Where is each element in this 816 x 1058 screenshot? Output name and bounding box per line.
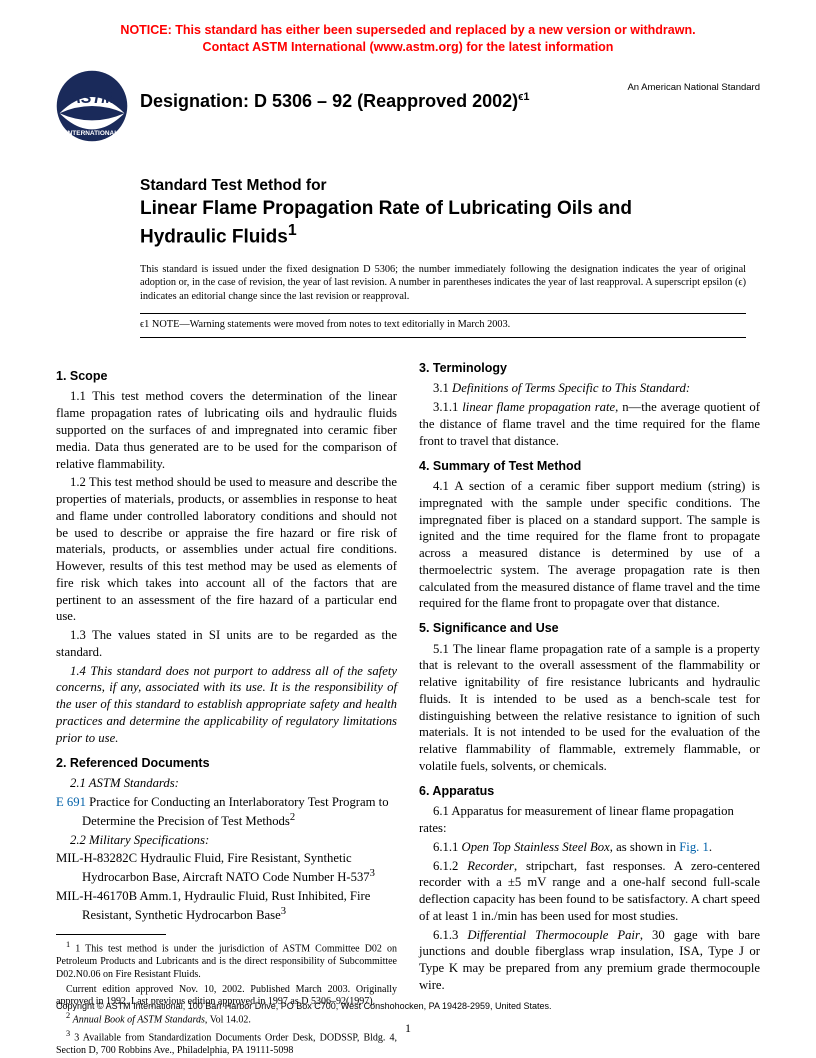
- sec-sig-title: 5. Significance and Use: [419, 620, 760, 637]
- header: ASTM INTERNATIONAL Designation: D 5306 –…: [0, 70, 816, 148]
- eps-note-text: Warning statements were moved from notes…: [190, 319, 511, 330]
- notice-line2: Contact ASTM International (www.astm.org…: [203, 40, 614, 54]
- title-main: Linear Flame Propagation Rate of Lubrica…: [140, 197, 700, 249]
- refs-astm-head: 2.1 ASTM Standards:: [56, 775, 397, 792]
- sec-refs-title: 2. Referenced Documents: [56, 755, 397, 772]
- scope-1-3: 1.3 The values stated in SI units are to…: [56, 627, 397, 661]
- ans-label: An American National Standard: [627, 82, 760, 94]
- eps-note-label: NOTE—: [149, 319, 189, 330]
- svg-text:INTERNATIONAL: INTERNATIONAL: [66, 130, 118, 137]
- sec-summary-title: 4. Summary of Test Method: [419, 458, 760, 475]
- refs-astm-head-text: 2.1 ASTM Standards:: [70, 776, 179, 790]
- scope-1-4: 1.4 This standard does not purport to ad…: [56, 663, 397, 747]
- copyright: Copyright © ASTM International, 100 Barr…: [56, 1001, 760, 1012]
- term-name: linear flame propagation rate: [462, 400, 615, 414]
- notice-line1: NOTICE: This standard has either been su…: [120, 23, 695, 37]
- app-611-end: .: [709, 840, 712, 854]
- fig1-link[interactable]: Fig. 1: [679, 840, 709, 854]
- svg-text:ASTM: ASTM: [69, 90, 116, 107]
- footnote-block: 1 1 This test method is under the jurisd…: [56, 934, 397, 1058]
- ref-mil1-text: MIL-H-83282C Hydraulic Fluid, Fire Resis…: [56, 851, 370, 884]
- issuance-caveat: This standard is issued under the fixed …: [140, 263, 746, 303]
- scope-1-1: 1.1 This test method covers the determin…: [56, 388, 397, 472]
- app-613-name: Differential Thermocouple Pair: [467, 928, 640, 942]
- refs-mil-head: 2.2 Military Specifications:: [56, 832, 397, 849]
- ref-mil2-sup: 3: [281, 906, 286, 917]
- footnotes: 1 1 This test method is under the jurisd…: [56, 940, 397, 1058]
- app-611-num: 6.1.1: [433, 840, 462, 854]
- summary-4-1: 4.1 A section of a ceramic fiber support…: [419, 478, 760, 612]
- epsilon-note: ϵ1 NOTE—Warning statements were moved fr…: [140, 313, 746, 338]
- ref-e691: E 691 Practice for Conducting an Interla…: [56, 794, 397, 830]
- designation-code: D 5306 – 92 (Reapproved 2002): [254, 91, 518, 111]
- title-main-text: Linear Flame Propagation Rate of Lubrica…: [140, 198, 632, 247]
- term-3-1-1: 3.1.1 linear flame propagation rate, n—t…: [419, 399, 760, 449]
- app-611-mid: , as shown in: [610, 840, 679, 854]
- sec-app-title: 6. Apparatus: [419, 783, 760, 800]
- app-6-1-1: 6.1.1 Open Top Stainless Steel Box, as s…: [419, 839, 760, 856]
- ref-mil1: MIL-H-83282C Hydraulic Fluid, Fire Resis…: [56, 850, 397, 886]
- eps-symbol: ϵ1: [140, 319, 149, 330]
- ref-mil2: MIL-H-46170B Amm.1, Hydraulic Fluid, Rus…: [56, 888, 397, 924]
- title-pre: Standard Test Method for: [140, 176, 700, 195]
- app-613-num: 6.1.3: [433, 928, 467, 942]
- sig-5-1: 5.1 The linear flame propagation rate of…: [419, 641, 760, 775]
- ref-mil2-text: MIL-H-46170B Amm.1, Hydraulic Fluid, Rus…: [56, 889, 370, 922]
- title-sup: 1: [288, 222, 297, 239]
- footnote-rule: [56, 934, 166, 935]
- app-6-1-3: 6.1.3 Differential Thermocouple Pair, 30…: [419, 927, 760, 994]
- app-611-name: Open Top Stainless Steel Box: [462, 840, 610, 854]
- ref-e691-text: Practice for Conducting an Interlaborato…: [82, 795, 389, 828]
- scope-1-2: 1.2 This test method should be used to m…: [56, 474, 397, 625]
- term-num: 3.1.1: [433, 400, 462, 414]
- body-columns: 1. Scope 1.1 This test method covers the…: [56, 360, 760, 1058]
- sec-scope-title: 1. Scope: [56, 368, 397, 385]
- designation-epsilon: ϵ1: [518, 91, 529, 103]
- sec-term-title: 3. Terminology: [419, 360, 760, 377]
- term-3-1: 3.1 Definitions of Terms Specific to Thi…: [419, 380, 760, 397]
- page-number: 1: [0, 1021, 816, 1036]
- astm-logo: ASTM INTERNATIONAL: [56, 70, 128, 142]
- app-6-1-2: 6.1.2 Recorder, stripchart, fast respons…: [419, 858, 760, 925]
- app-612-name: Recorder: [467, 859, 514, 873]
- notice-banner: NOTICE: This standard has either been su…: [0, 0, 816, 56]
- ref-e691-sup: 2: [290, 812, 295, 823]
- footnote-1a: 1 1 This test method is under the jurisd…: [56, 940, 397, 982]
- designation: Designation: D 5306 – 92 (Reapproved 200…: [140, 90, 530, 113]
- app-612-num: 6.1.2: [433, 859, 467, 873]
- refs-mil-head-text: 2.2 Military Specifications:: [70, 833, 209, 847]
- ref-e691-link[interactable]: E 691: [56, 795, 86, 809]
- designation-prefix: Designation:: [140, 91, 254, 111]
- title-block: Standard Test Method for Linear Flame Pr…: [140, 176, 700, 249]
- ref-mil1-sup: 3: [370, 868, 375, 879]
- app-6-1: 6.1 Apparatus for measurement of linear …: [419, 803, 760, 837]
